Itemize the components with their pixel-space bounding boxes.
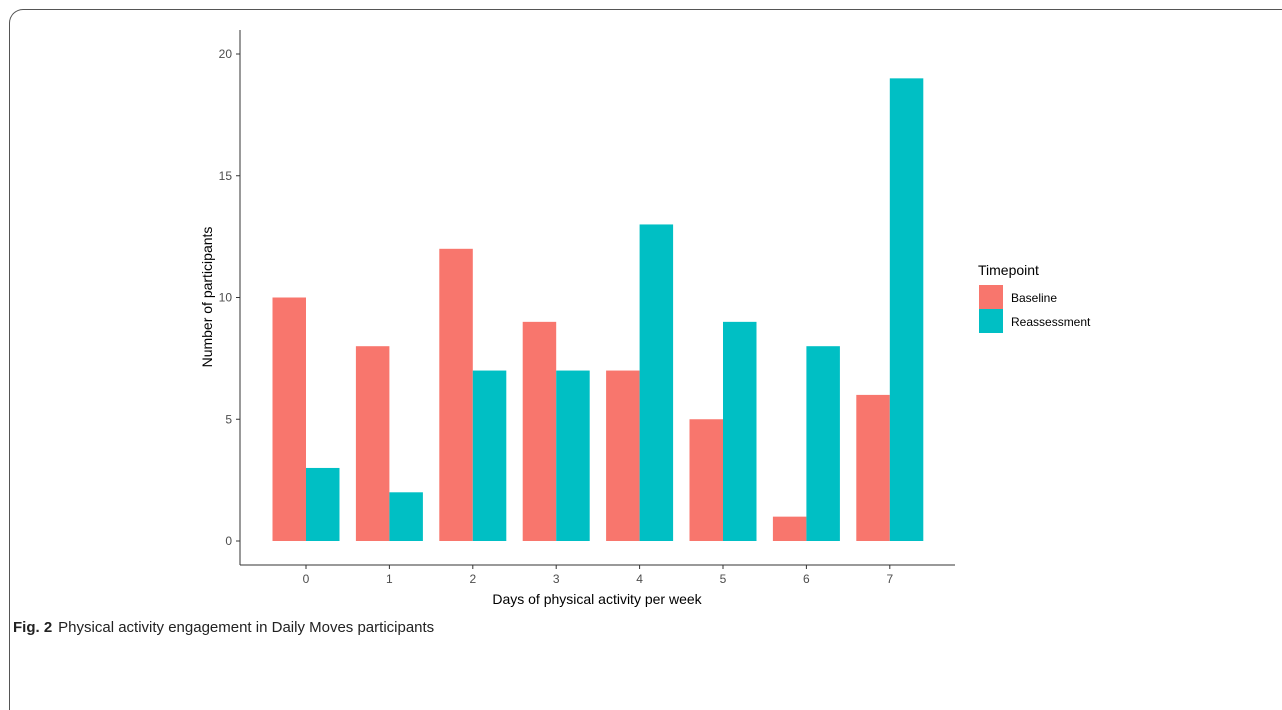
- x-tick-label: 2: [469, 572, 476, 586]
- x-tick-label: 4: [636, 572, 643, 586]
- bar-baseline-2: [439, 248, 473, 542]
- bar-baseline-4: [606, 370, 640, 541]
- figure-frame: [9, 9, 1282, 710]
- bar-baseline-5: [689, 419, 723, 541]
- bar-reassessment-1: [389, 492, 423, 541]
- x-tick-label: 6: [803, 572, 810, 586]
- legend-swatch-baseline: [979, 285, 1003, 309]
- bar-reassessment-5: [723, 321, 757, 541]
- legend: Timepoint Baseline Reassessment: [978, 262, 1091, 333]
- figure-label: Fig. 2: [13, 619, 53, 636]
- x-tick-label: 7: [886, 572, 893, 586]
- bar-reassessment-7: [889, 78, 924, 541]
- x-axis-title: Days of physical activity per week: [492, 591, 702, 607]
- x-tick-label: 5: [720, 572, 727, 586]
- bar-baseline-6: [772, 516, 807, 541]
- bar-chart: 0 5 10 15 20 0 1 2 3 4 5 6 7 Days of physical activ…: [199, 30, 1091, 607]
- x-axis-ticks: 0 1 2 3 4 5 6 7: [303, 565, 893, 586]
- legend-label-reassessment: Reassessment: [1011, 315, 1091, 329]
- y-tick-label: 10: [219, 291, 233, 305]
- bar-reassessment-3: [556, 370, 590, 541]
- bar-reassessment-6: [806, 346, 840, 541]
- bar-baseline-1: [355, 346, 390, 541]
- y-tick-label: 0: [225, 534, 232, 548]
- y-tick-label: 5: [225, 412, 232, 426]
- figure-caption: Fig. 2 Physical activity engagement in Da…: [13, 619, 434, 636]
- y-axis-title: Number of participants: [199, 227, 215, 368]
- bar-reassessment-4: [639, 224, 674, 541]
- bar-reassessment-0: [306, 467, 340, 541]
- x-tick-label: 1: [386, 572, 393, 586]
- bar-baseline-0: [272, 297, 306, 541]
- x-tick-label: 0: [303, 572, 310, 586]
- bars: [272, 78, 924, 542]
- legend-title: Timepoint: [978, 262, 1039, 278]
- y-tick-label: 20: [219, 47, 233, 61]
- y-tick-label: 15: [219, 169, 233, 183]
- legend-swatch-reassessment: [979, 309, 1003, 333]
- legend-label-baseline: Baseline: [1011, 291, 1057, 305]
- figure-caption-text: Physical activity engagement in Daily Mo…: [58, 619, 435, 636]
- x-tick-label: 3: [553, 572, 560, 586]
- y-axis-ticks: 0 5 10 15 20: [219, 47, 240, 548]
- bar-reassessment-2: [472, 370, 507, 541]
- bar-baseline-3: [522, 321, 557, 541]
- bar-baseline-7: [856, 394, 890, 541]
